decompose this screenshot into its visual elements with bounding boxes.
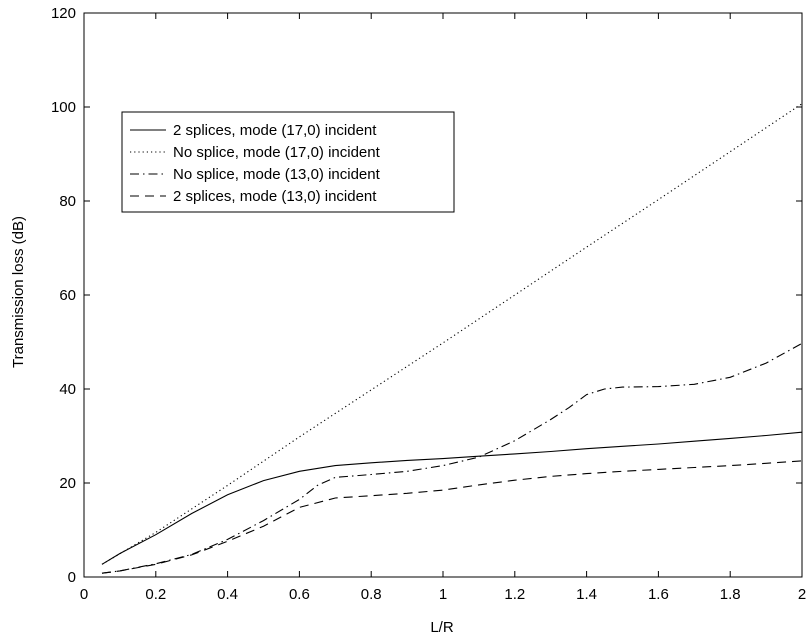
y-tick-label: 80 xyxy=(59,193,76,210)
x-tick-label: 0.6 xyxy=(289,586,310,603)
y-axis-label: Transmission loss (dB) xyxy=(10,216,27,368)
x-tick-label: 0.2 xyxy=(145,586,166,603)
x-tick-label: 0 xyxy=(80,586,88,603)
series-line-0 xyxy=(101,431,803,565)
legend-label-3: 2 splices, mode (13,0) incident xyxy=(173,188,377,205)
x-tick-label: 1.8 xyxy=(720,586,741,603)
y-tick-label: 40 xyxy=(59,381,76,398)
x-tick-label: 0.8 xyxy=(361,586,382,603)
y-tick-label: 20 xyxy=(59,475,76,492)
legend-label-2: No splice, mode (13,0) incident xyxy=(173,166,381,183)
plot-frame xyxy=(83,12,803,578)
x-tick-label: 1.2 xyxy=(504,586,525,603)
x-tick-label: 0.4 xyxy=(217,586,238,603)
x-tick-label: 1 xyxy=(439,586,447,603)
legend-box xyxy=(121,111,455,213)
series-line-2 xyxy=(101,342,803,574)
y-tick-label: 0 xyxy=(68,569,76,586)
legend-label-1: No splice, mode (17,0) incident xyxy=(173,144,381,161)
series-line-3 xyxy=(101,460,803,574)
x-tick-label: 1.6 xyxy=(648,586,669,603)
series-line-1 xyxy=(101,103,803,565)
y-tick-label: 100 xyxy=(51,99,76,116)
x-tick-label: 1.4 xyxy=(576,586,597,603)
y-tick-label: 120 xyxy=(51,5,76,22)
x-tick-label: 2 xyxy=(798,586,806,603)
legend-label-0: 2 splices, mode (17,0) incident xyxy=(173,122,377,139)
x-axis-label: L/R xyxy=(430,619,454,636)
y-tick-label: 60 xyxy=(59,287,76,304)
